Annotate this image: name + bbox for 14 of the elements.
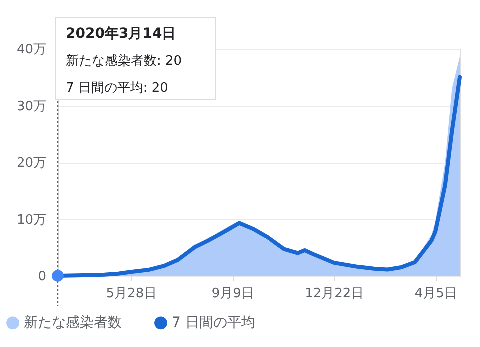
y-tick-label: 30万: [16, 99, 46, 114]
y-tick-label: 0: [38, 270, 46, 284]
x-tick-label: 12月22日: [305, 286, 364, 302]
x-tick-label: 5月28日: [106, 286, 158, 302]
legend-label: 7 日間の平均: [172, 315, 256, 332]
y-tick-label: 10万: [16, 212, 46, 228]
x-tick-label: 4月5日: [414, 286, 458, 302]
legend-label: 新たな感染者数: [24, 315, 122, 332]
y-tick-label: 40万: [16, 42, 46, 58]
annotation: 7 日間の平均: 20: [66, 81, 168, 96]
x-tick-label: 9月9日: [212, 286, 254, 302]
annotation: 新たな感染者数: 20: [66, 54, 182, 69]
text: 2020年3月14日: [66, 26, 176, 42]
y-tick-label: 20万: [16, 156, 46, 171]
